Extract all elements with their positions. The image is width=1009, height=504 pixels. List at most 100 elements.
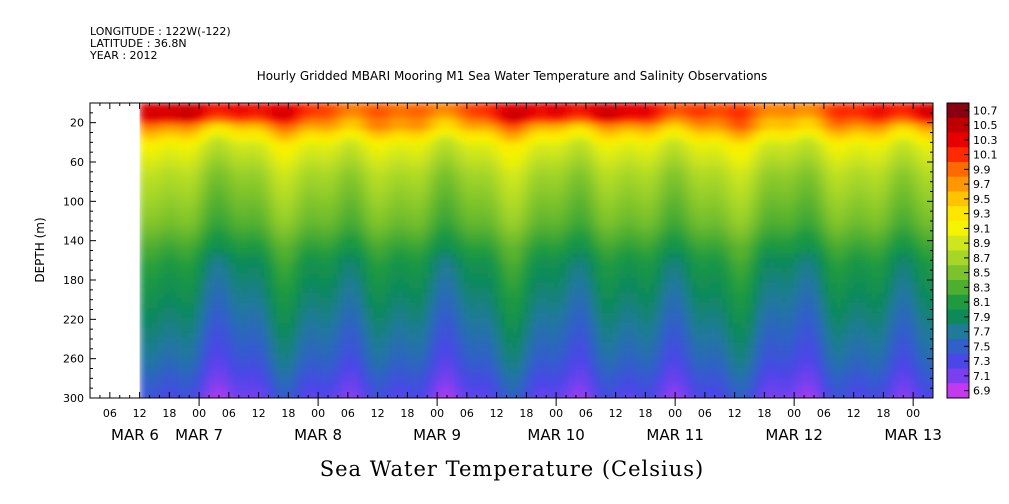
heatmap-cell <box>187 373 195 379</box>
heatmap-cell <box>457 378 465 384</box>
heatmap-cell <box>607 138 615 144</box>
heatmap-cell <box>427 233 435 239</box>
heatmap-cell <box>241 298 249 304</box>
heatmap-cell <box>175 193 183 199</box>
heatmap-cell <box>145 203 153 209</box>
heatmap-cell <box>247 283 255 289</box>
heatmap-cell <box>439 363 447 369</box>
heatmap-cell <box>235 198 243 204</box>
heatmap-cell <box>529 328 537 334</box>
heatmap-cell <box>547 153 555 159</box>
heatmap-cell <box>229 363 237 369</box>
heatmap-cell <box>577 228 585 234</box>
heatmap-cell <box>625 373 633 379</box>
heatmap-cell <box>613 143 621 149</box>
heatmap-cell <box>469 378 477 384</box>
heatmap-cell <box>631 118 639 124</box>
heatmap-cell <box>595 333 603 339</box>
heatmap-cell <box>613 178 621 184</box>
heatmap-cell <box>541 148 549 154</box>
heatmap-cell <box>325 323 333 329</box>
heatmap-cell <box>193 163 201 169</box>
heatmap-cell <box>415 333 423 339</box>
heatmap-cell <box>361 158 369 164</box>
heatmap-cell <box>524 398 531 404</box>
heatmap-cell <box>355 103 363 109</box>
heatmap-cell <box>433 143 441 149</box>
heatmap-cell <box>319 323 327 329</box>
heatmap-cell <box>523 318 531 324</box>
heatmap-cell <box>619 338 627 344</box>
heatmap-cell <box>308 398 315 404</box>
heatmap-cell <box>511 178 519 184</box>
heatmap-cell <box>331 338 339 344</box>
heatmap-cell <box>367 233 375 239</box>
heatmap-cell <box>523 368 531 374</box>
heatmap-cell <box>517 203 525 209</box>
heatmap-cell <box>163 313 171 319</box>
heatmap-cell <box>547 253 555 259</box>
heatmap-cell <box>577 133 585 139</box>
heatmap-cell <box>211 328 219 334</box>
heatmap-cell <box>421 258 429 264</box>
heatmap-cell <box>427 363 435 369</box>
heatmap-cell <box>583 213 591 219</box>
heatmap-cell <box>193 288 201 294</box>
heatmap-cell <box>619 228 627 234</box>
heatmap-cell <box>428 398 435 404</box>
heatmap-cell <box>181 323 189 329</box>
heatmap-cell <box>457 368 465 374</box>
heatmap-cell <box>241 193 249 199</box>
heatmap-cell <box>211 318 219 324</box>
heatmap-cell <box>355 268 363 274</box>
heatmap-cell <box>349 163 357 169</box>
heatmap-cell <box>391 383 399 389</box>
heatmap-cell <box>595 183 603 189</box>
heatmap-cell <box>589 143 597 149</box>
heatmap-cell <box>391 148 399 154</box>
heatmap-cell <box>253 338 261 344</box>
heatmap-cell <box>499 263 507 269</box>
heatmap-cell <box>475 373 483 379</box>
heatmap-cell <box>403 228 411 234</box>
heatmap-cell <box>319 393 327 398</box>
heatmap-cell <box>145 283 153 289</box>
heatmap-cell <box>613 138 621 144</box>
heatmap-cell <box>295 368 303 374</box>
heatmap-cell <box>541 103 549 109</box>
heatmap-cell <box>439 153 447 159</box>
heatmap-cell <box>391 233 399 239</box>
heatmap-cell <box>349 243 357 249</box>
heatmap-cell <box>493 223 501 229</box>
heatmap-cell <box>145 258 153 264</box>
heatmap-cell <box>457 393 465 398</box>
heatmap-cell <box>319 258 327 264</box>
heatmap-cell <box>553 108 561 114</box>
heatmap-cell <box>337 228 345 234</box>
heatmap-cell <box>289 253 297 259</box>
heatmap-cell <box>559 203 567 209</box>
heatmap-cell <box>547 233 555 239</box>
heatmap-cell <box>361 348 369 354</box>
heatmap-cell <box>193 158 201 164</box>
heatmap-cell <box>211 148 219 154</box>
heatmap-cell <box>589 388 597 394</box>
heatmap-cell <box>361 243 369 249</box>
heatmap-cell <box>493 323 501 329</box>
heatmap-cell <box>217 128 225 134</box>
heatmap-cell <box>595 328 603 334</box>
heatmap-cell <box>271 278 279 284</box>
heatmap-cell <box>493 268 501 274</box>
heatmap-cell <box>373 153 381 159</box>
heatmap-cell <box>493 128 501 134</box>
heatmap-cell <box>583 373 591 379</box>
heatmap-cell <box>397 118 405 124</box>
heatmap-cell <box>439 268 447 274</box>
heatmap-cell <box>343 368 351 374</box>
heatmap-cell <box>379 273 387 279</box>
heatmap-cell <box>487 128 495 134</box>
heatmap-cell <box>397 203 405 209</box>
heatmap-cell <box>499 233 507 239</box>
heatmap-cell <box>397 173 405 179</box>
heatmap-cell <box>199 288 207 294</box>
